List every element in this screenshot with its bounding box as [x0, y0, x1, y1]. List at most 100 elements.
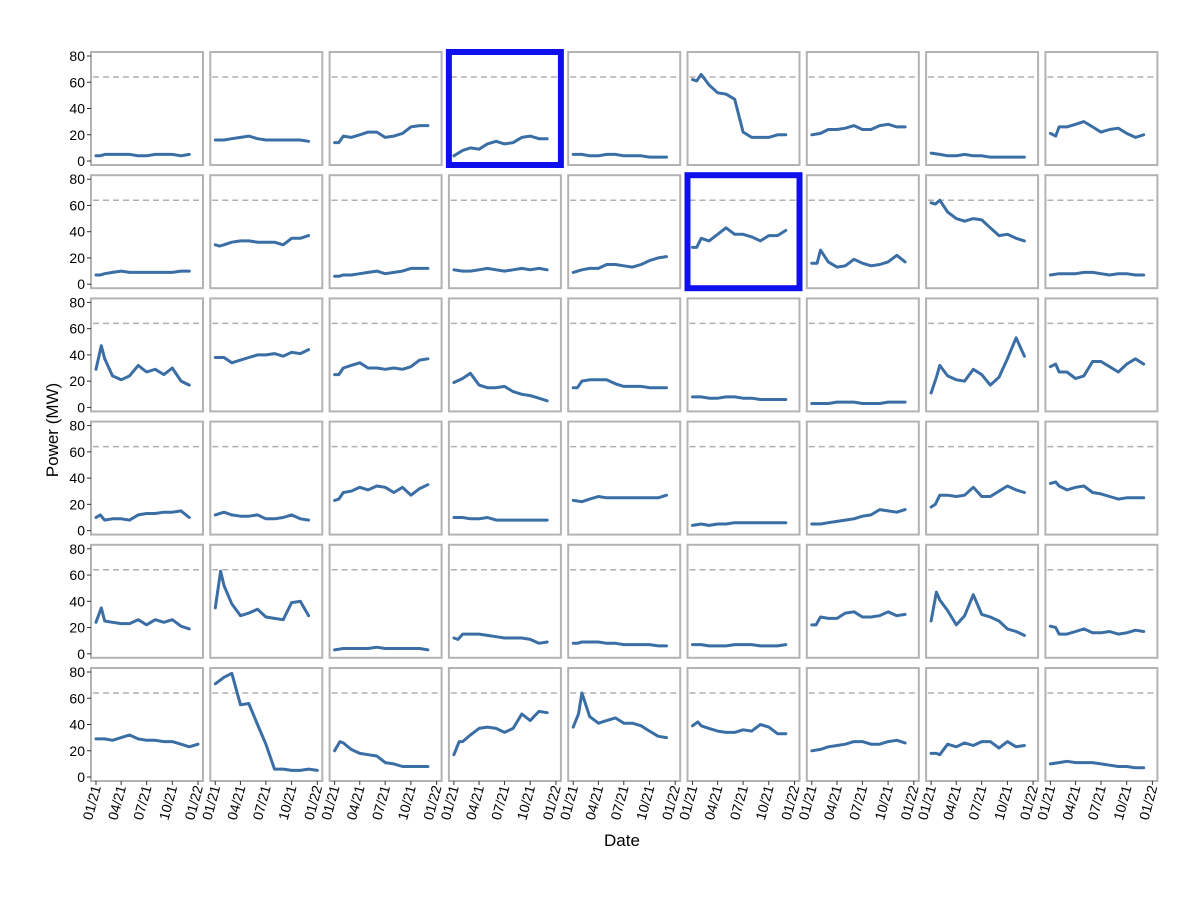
series-line — [452, 516, 549, 522]
panel-frame — [567, 297, 682, 413]
y-tick-label: 20 — [69, 496, 85, 512]
panel-28 — [90, 420, 204, 536]
panel-46 — [90, 667, 204, 782]
y-tick-label: 80 — [69, 541, 85, 557]
panel-29 — [209, 420, 324, 536]
series-line — [571, 691, 668, 740]
panel-33 — [686, 420, 801, 536]
y-tick-label: 40 — [69, 224, 85, 240]
panel-26 — [925, 297, 1040, 413]
panel-36 — [1044, 420, 1159, 536]
series-line — [1048, 624, 1146, 636]
x-tick-label: 04/21 — [343, 783, 368, 821]
panel-frame — [686, 667, 801, 782]
series-line — [810, 122, 907, 137]
x-tick-label: 10/21 — [275, 783, 300, 821]
series-line — [810, 508, 907, 526]
panel-9 — [1044, 51, 1159, 166]
y-tick-label: 20 — [69, 250, 85, 266]
series-line — [691, 226, 788, 249]
panel-45 — [1044, 543, 1159, 659]
panel-24 — [686, 297, 801, 413]
series-line — [333, 645, 430, 652]
panel-frame — [90, 543, 204, 659]
y-tick-label: 40 — [69, 593, 85, 609]
panel-frame — [925, 667, 1040, 782]
series-line — [452, 266, 549, 273]
panel-35 — [925, 420, 1040, 536]
series-line — [691, 395, 788, 401]
y-tick-label: 40 — [69, 470, 85, 486]
panel-frame — [805, 667, 920, 782]
x-tick-label: 04/21 — [224, 783, 249, 821]
x-tick-label: 01/22 — [1136, 783, 1161, 821]
series-line — [452, 632, 549, 645]
y-tick-label: 40 — [69, 347, 85, 363]
panel-22 — [447, 297, 562, 413]
series-line — [571, 378, 668, 390]
panel-42 — [686, 543, 801, 659]
panel-1 — [90, 51, 204, 166]
panel-31 — [447, 420, 562, 536]
panel-frame — [209, 420, 324, 536]
x-tick-label: 04/21 — [582, 783, 607, 821]
x-tick-label: 10/21 — [156, 783, 181, 821]
y-tick-label: 60 — [69, 690, 85, 706]
panel-25 — [805, 297, 920, 413]
x-tick-label: 10/21 — [1110, 783, 1135, 821]
panel-frame — [447, 297, 562, 413]
panel-frame — [1044, 420, 1159, 536]
x-tick-label: 10/21 — [633, 783, 658, 821]
series-line — [452, 371, 549, 403]
panel-frame — [805, 174, 920, 290]
series-line — [571, 493, 668, 504]
panel-8 — [925, 51, 1040, 166]
series-line — [333, 266, 430, 278]
panel-12 — [328, 174, 443, 290]
series-line — [452, 134, 549, 158]
x-tick-label: 07/21 — [130, 783, 155, 821]
series-line — [1048, 357, 1146, 380]
series-line — [691, 521, 788, 527]
x-tick-label: 01/21 — [79, 783, 104, 821]
y-tick-label: 60 — [69, 567, 85, 583]
panel-21 — [328, 297, 443, 413]
series-line — [929, 740, 1026, 757]
panel-frame — [686, 51, 801, 166]
panel-frame — [686, 543, 801, 659]
series-line — [691, 72, 788, 139]
panel-40 — [447, 543, 562, 659]
panel-frame — [447, 420, 562, 536]
panel-frame — [567, 420, 682, 536]
panel-frame — [805, 543, 920, 659]
y-tick-label: 0 — [77, 399, 85, 415]
panel-frame — [447, 543, 562, 659]
panel-frame — [328, 174, 443, 290]
x-axis-title: Date — [604, 831, 640, 850]
panel-frame — [328, 297, 443, 413]
series-line — [571, 640, 668, 648]
series-line — [810, 610, 907, 627]
panel-2 — [209, 51, 324, 166]
panel-20 — [209, 297, 324, 413]
series-line — [1048, 120, 1146, 139]
series-line — [571, 152, 668, 159]
panel-50 — [567, 667, 682, 782]
panel-frame — [805, 297, 920, 413]
panel-frame — [447, 174, 562, 290]
panel-frame — [328, 543, 443, 659]
y-tick-label: 0 — [77, 646, 85, 662]
series-line — [810, 248, 907, 269]
panel-frame — [567, 174, 682, 290]
y-tick-label: 0 — [77, 523, 85, 539]
series-line — [213, 348, 311, 365]
panel-44 — [925, 543, 1040, 659]
panel-37 — [90, 543, 204, 659]
highlight-frame — [684, 172, 803, 292]
x-tick-label: 10/21 — [871, 783, 896, 821]
panel-frame — [209, 667, 324, 782]
series-line — [94, 344, 191, 387]
panel-49 — [447, 667, 562, 782]
